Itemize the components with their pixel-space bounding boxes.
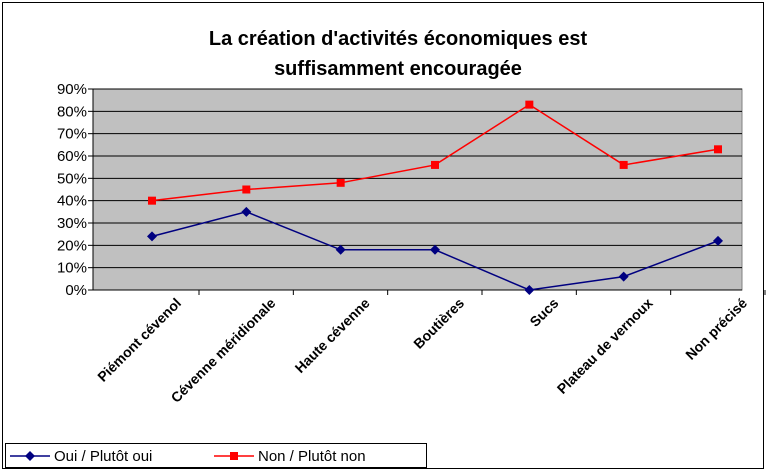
y-tick-label: 60%: [57, 148, 87, 165]
marker: [524, 285, 535, 295]
y-tick-label: 20%: [57, 237, 87, 254]
marker: [618, 271, 629, 282]
legend-label: Oui / Plutôt oui: [54, 448, 152, 465]
y-tick-label: 70%: [57, 126, 87, 143]
y-tick-label: 10%: [57, 260, 87, 277]
marker: [241, 206, 252, 217]
marker: [713, 235, 723, 246]
y-tick-label: 40%: [57, 193, 87, 210]
y-tick-label: 90%: [57, 81, 87, 98]
y-tick-label: 50%: [57, 170, 87, 187]
marker: [336, 178, 345, 187]
marker: [147, 231, 157, 242]
marker: [230, 452, 238, 460]
marker: [430, 244, 440, 255]
marker: [431, 160, 439, 169]
marker: [714, 145, 722, 154]
marker: [619, 160, 628, 169]
chart-title: La création d'activités économiques est: [209, 28, 588, 50]
marker: [335, 244, 346, 255]
legend-label: Non / Plutôt non: [258, 448, 366, 465]
plot-area: [92, 88, 743, 291]
y-tick-label: 80%: [57, 103, 87, 120]
marker: [525, 100, 534, 109]
marker: [148, 196, 156, 205]
chart-title: suffisamment encouragée: [274, 58, 522, 80]
marker: [242, 185, 251, 194]
y-tick-label: 30%: [57, 215, 87, 232]
marker: [25, 451, 35, 461]
y-tick-label: 0%: [65, 282, 87, 299]
